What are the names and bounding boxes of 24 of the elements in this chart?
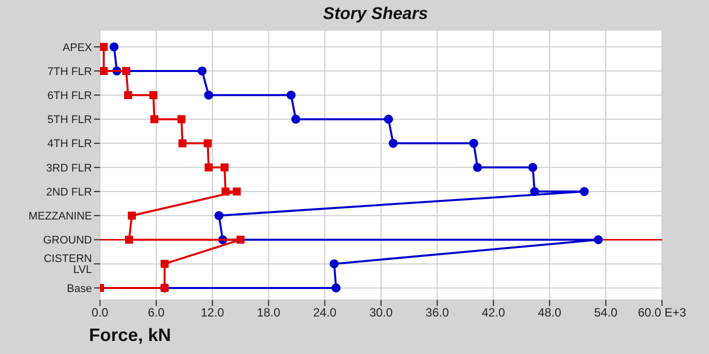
- y-tick-label: 2ND FLR: [46, 186, 92, 198]
- y-tick-label: CISTERN LVL: [44, 253, 92, 276]
- y-tick-label: MEZZANINE: [28, 210, 92, 223]
- x-tick-label: 42.0: [482, 306, 506, 320]
- y-tick-label: 4TH FLR: [47, 138, 92, 150]
- chart-title: Story Shears: [322, 4, 429, 24]
- x-tick-label: 36.0: [426, 306, 450, 320]
- x-tick-label: 6.0: [148, 306, 165, 320]
- x-tick-label: 60.0 E+3: [638, 306, 687, 320]
- y-tick-label: 5TH FLR: [47, 114, 92, 126]
- x-axis-title: Force, kN: [89, 325, 172, 346]
- y-tick-label: APEX: [62, 42, 93, 54]
- x-tick-label: 48.0: [538, 306, 562, 320]
- y-tick-label: Base: [66, 282, 92, 295]
- x-tick-label: 12.0: [200, 306, 224, 320]
- y-tick-label: 3RD FLR: [46, 162, 92, 174]
- x-tick-label: 0.0: [92, 306, 109, 320]
- x-tick-label: 30.0: [369, 306, 393, 320]
- x-tick-label: 24.0: [313, 306, 337, 320]
- y-tick-label: GROUND: [43, 234, 92, 247]
- y-tick-label: 7TH FLR: [47, 66, 92, 78]
- x-tick-label: 54.0: [594, 306, 618, 320]
- y-tick-label: 6TH FLR: [47, 90, 92, 102]
- x-tick-label: 18.0: [256, 306, 281, 320]
